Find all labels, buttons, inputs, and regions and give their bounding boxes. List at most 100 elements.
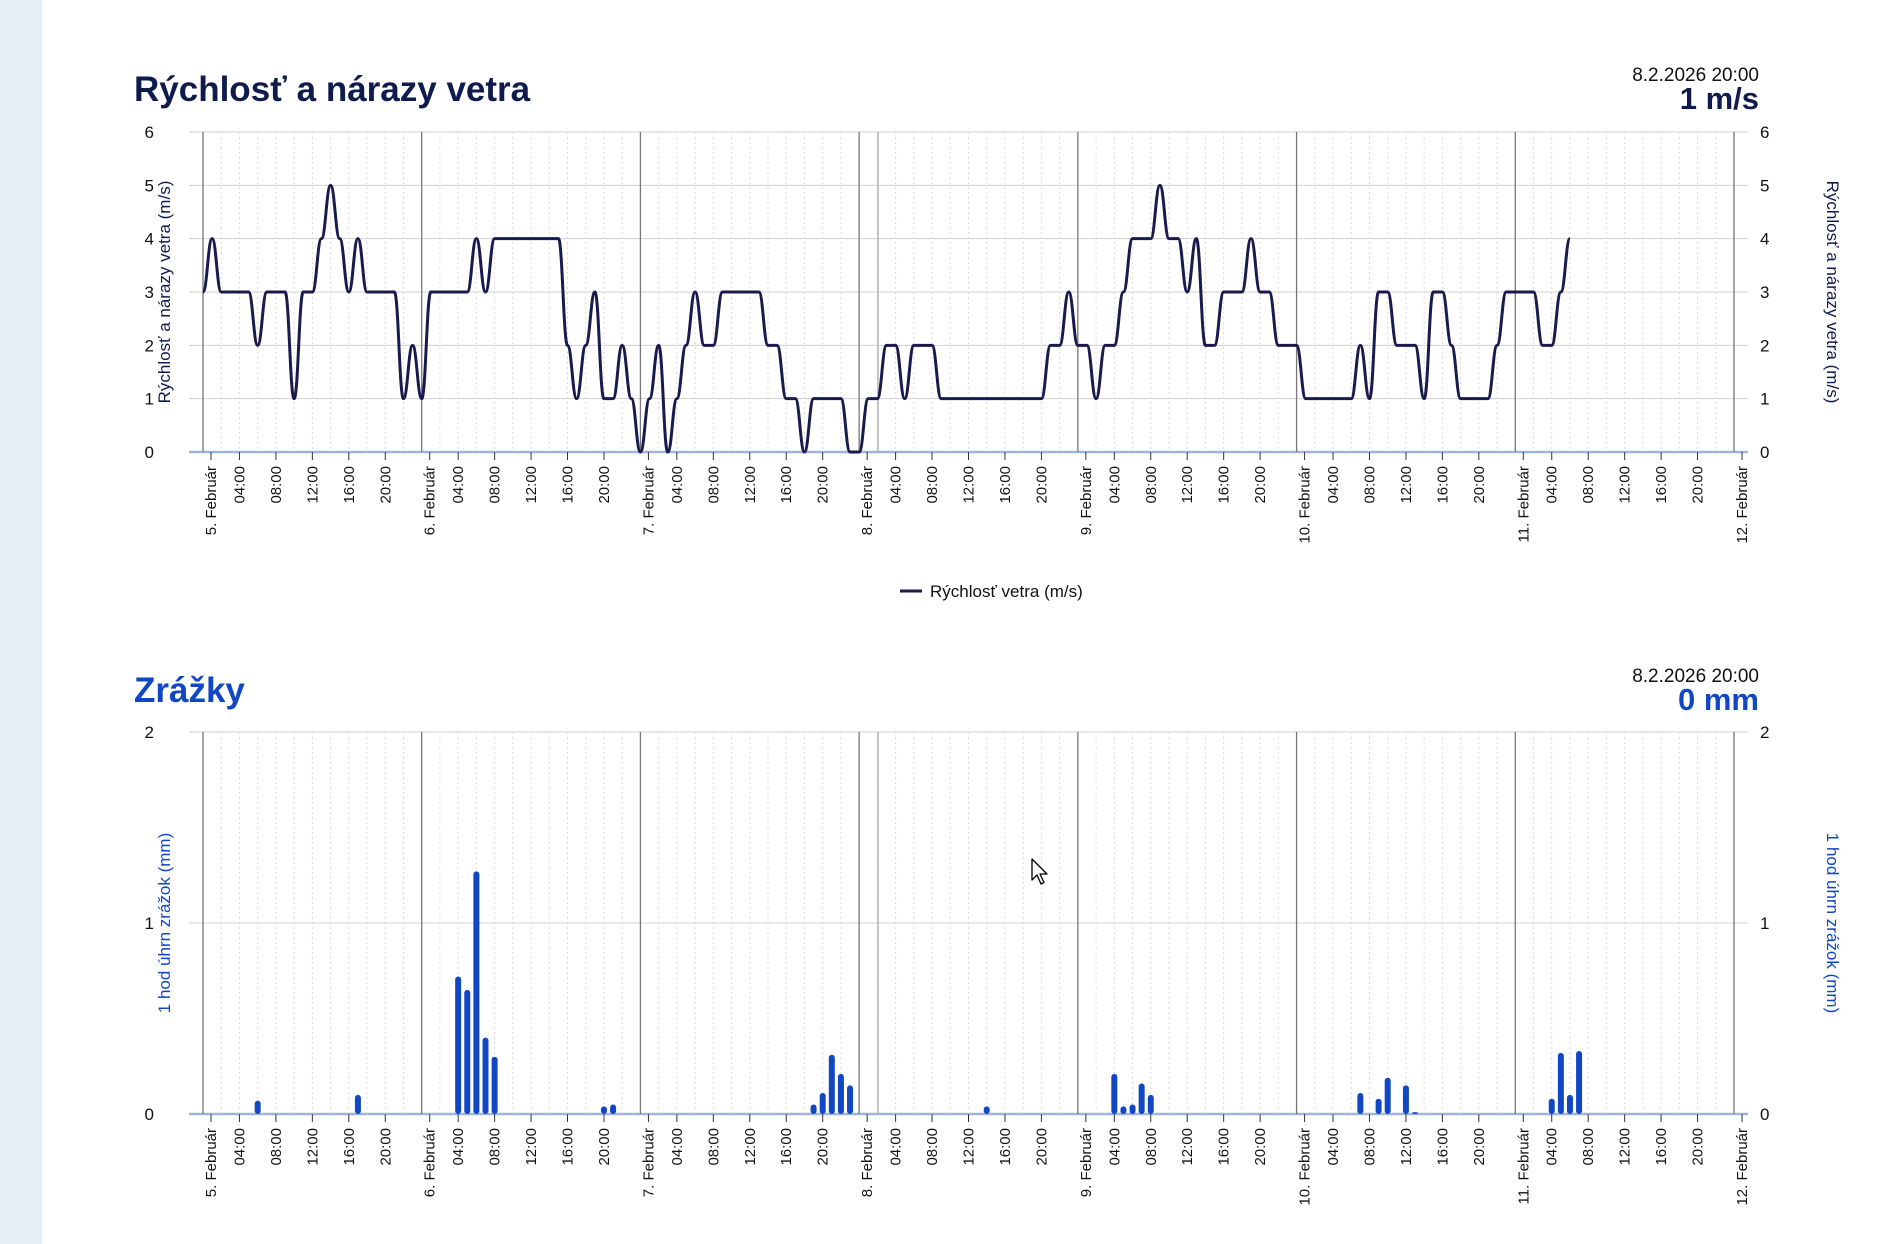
x-hour-label: 20:00	[1471, 466, 1488, 504]
precipitation-bar	[1548, 1098, 1555, 1114]
x-hour-label: 04:00	[231, 466, 248, 504]
x-hour-label: 20:00	[1471, 1128, 1488, 1166]
x-hour-label: 16:00	[997, 1128, 1014, 1166]
timestamp-label: 8.2.2026 20:00	[1632, 65, 1759, 86]
mouse-cursor-icon	[1031, 858, 1048, 885]
wind-speed-chart: Rýchlosť a nárazy vetra 8.2.2026 20:001 m…	[134, 65, 1842, 601]
y-tick-label: 4	[145, 230, 154, 249]
x-hour-label: 08:00	[924, 1128, 941, 1166]
precipitation-bar	[1357, 1092, 1364, 1114]
y-tick-label: 2	[145, 336, 154, 355]
precipitation-bar	[847, 1085, 854, 1114]
precipitation-bar	[464, 989, 471, 1114]
y-tick-label-right: 5	[1760, 176, 1769, 195]
precipitation-bar	[354, 1094, 361, 1114]
y-tick-label-right: 4	[1760, 230, 1769, 249]
y-tick-label-right: 1	[1760, 390, 1769, 409]
x-hour-label: 16:00	[1216, 1128, 1233, 1166]
x-hour-label: 08:00	[1143, 1128, 1160, 1166]
x-hour-label: 08:00	[924, 466, 941, 504]
wind-speed-line	[201, 183, 1572, 454]
x-day-label: 12. Február	[1734, 466, 1751, 544]
x-hour-label: 20:00	[1033, 1128, 1050, 1166]
x-hour-label: 12:00	[961, 466, 978, 504]
precipitation-bar	[1384, 1077, 1391, 1114]
x-day-label: 6. Február	[422, 1128, 439, 1197]
current-value: 1 m/s	[1680, 81, 1759, 116]
precipitation-bar	[1138, 1083, 1145, 1114]
x-hour-label: 16:00	[997, 466, 1014, 504]
precipitation-bar	[1129, 1104, 1136, 1114]
x-hour-label: 12:00	[523, 1128, 540, 1166]
charts-panel: 5.6.7.8.9.10.11.12. Rýchlosť a nárazy ve…	[42, 0, 1878, 1244]
x-hour-label: 08:00	[268, 1128, 285, 1166]
y-tick-label: 5	[145, 176, 154, 195]
y-tick-label-right: 2	[1760, 336, 1769, 355]
y-axis-title-right: Rýchlosť a nárazy vetra (m/s)	[1823, 181, 1842, 404]
x-hour-label: 04:00	[1106, 466, 1123, 504]
timestamp-label: 8.2.2026 20:00	[1632, 666, 1759, 687]
x-hour-label: 04:00	[1325, 1128, 1342, 1166]
precipitation-bar	[1412, 1112, 1419, 1114]
precipitation-bar	[1566, 1094, 1573, 1114]
x-hour-label: 12:00	[1398, 1128, 1415, 1166]
chart-title: Rýchlosť a nárazy vetra	[134, 70, 531, 109]
y-axis-title: 1 hod úhrn zrážok (mm)	[155, 833, 174, 1013]
x-hour-label: 16:00	[341, 1128, 358, 1166]
x-hour-label: 08:00	[705, 1128, 722, 1166]
x-day-label: 7. Február	[640, 466, 657, 535]
x-hour-label: 08:00	[1361, 1128, 1378, 1166]
x-hour-label: 20:00	[377, 1128, 394, 1166]
x-hour-label: 20:00	[596, 466, 613, 504]
precipitation-bar	[1375, 1098, 1382, 1114]
y-tick-label-right: 0	[1760, 443, 1769, 462]
x-day-label: 11. Február	[1515, 1128, 1532, 1204]
x-hour-label: 20:00	[1690, 1128, 1707, 1166]
x-hour-label: 12:00	[742, 1128, 759, 1166]
precipitation-bar	[810, 1104, 817, 1114]
x-hour-label: 20:00	[1252, 1128, 1269, 1166]
chart-title: Zrážky	[134, 671, 245, 710]
x-hour-label: 12:00	[523, 466, 540, 504]
x-day-label: 9. Február	[1078, 1128, 1095, 1197]
x-hour-label: 16:00	[560, 466, 577, 504]
x-hour-label: 08:00	[1143, 466, 1160, 504]
x-hour-label: 04:00	[888, 466, 905, 504]
y-tick-label-right: 0	[1760, 1105, 1769, 1124]
x-hour-label: 08:00	[487, 466, 504, 504]
x-day-label: 7. Február	[640, 1128, 657, 1197]
x-hour-label: 04:00	[888, 1128, 905, 1166]
x-hour-label: 08:00	[268, 466, 285, 504]
x-day-label: 6. Február	[422, 466, 439, 535]
x-hour-label: 04:00	[450, 1128, 467, 1166]
y-tick-label-right: 6	[1760, 123, 1769, 142]
x-hour-label: 08:00	[705, 466, 722, 504]
y-tick-label: 1	[145, 390, 154, 409]
x-hour-label: 08:00	[1580, 1128, 1597, 1166]
precipitation-bar	[1111, 1073, 1118, 1114]
x-hour-label: 04:00	[450, 466, 467, 504]
precipitation-bar	[1147, 1094, 1154, 1114]
x-day-label: 8. Február	[859, 466, 876, 535]
precipitation-chart: Zrážky 8.2.2026 20:000 mm 0 0 1 1 2 2 5. Február…	[134, 666, 1842, 1206]
x-hour-label: 16:00	[341, 466, 358, 504]
precipitation-bar	[1402, 1085, 1409, 1114]
y-tick-label: 0	[145, 443, 154, 462]
x-day-label: 9. Február	[1078, 466, 1095, 535]
x-hour-label: 04:00	[1544, 1128, 1561, 1166]
x-day-label: 10. Február	[1297, 466, 1314, 544]
precipitation-bar	[455, 976, 462, 1114]
precipitation-bar	[1557, 1052, 1564, 1114]
y-tick-label-right: 2	[1760, 723, 1769, 742]
precipitation-bar	[482, 1037, 489, 1114]
x-hour-label: 12:00	[961, 1128, 978, 1166]
y-tick-label: 3	[145, 283, 154, 302]
x-hour-label: 16:00	[778, 1128, 795, 1166]
x-hour-label: 08:00	[487, 1128, 504, 1166]
x-hour-label: 12:00	[1179, 1128, 1196, 1166]
y-tick-label-right: 3	[1760, 283, 1769, 302]
x-hour-label: 16:00	[1653, 1128, 1670, 1166]
current-value: 0 mm	[1678, 682, 1759, 717]
x-hour-label: 20:00	[1033, 466, 1050, 504]
y-tick-label: 2	[145, 723, 154, 742]
